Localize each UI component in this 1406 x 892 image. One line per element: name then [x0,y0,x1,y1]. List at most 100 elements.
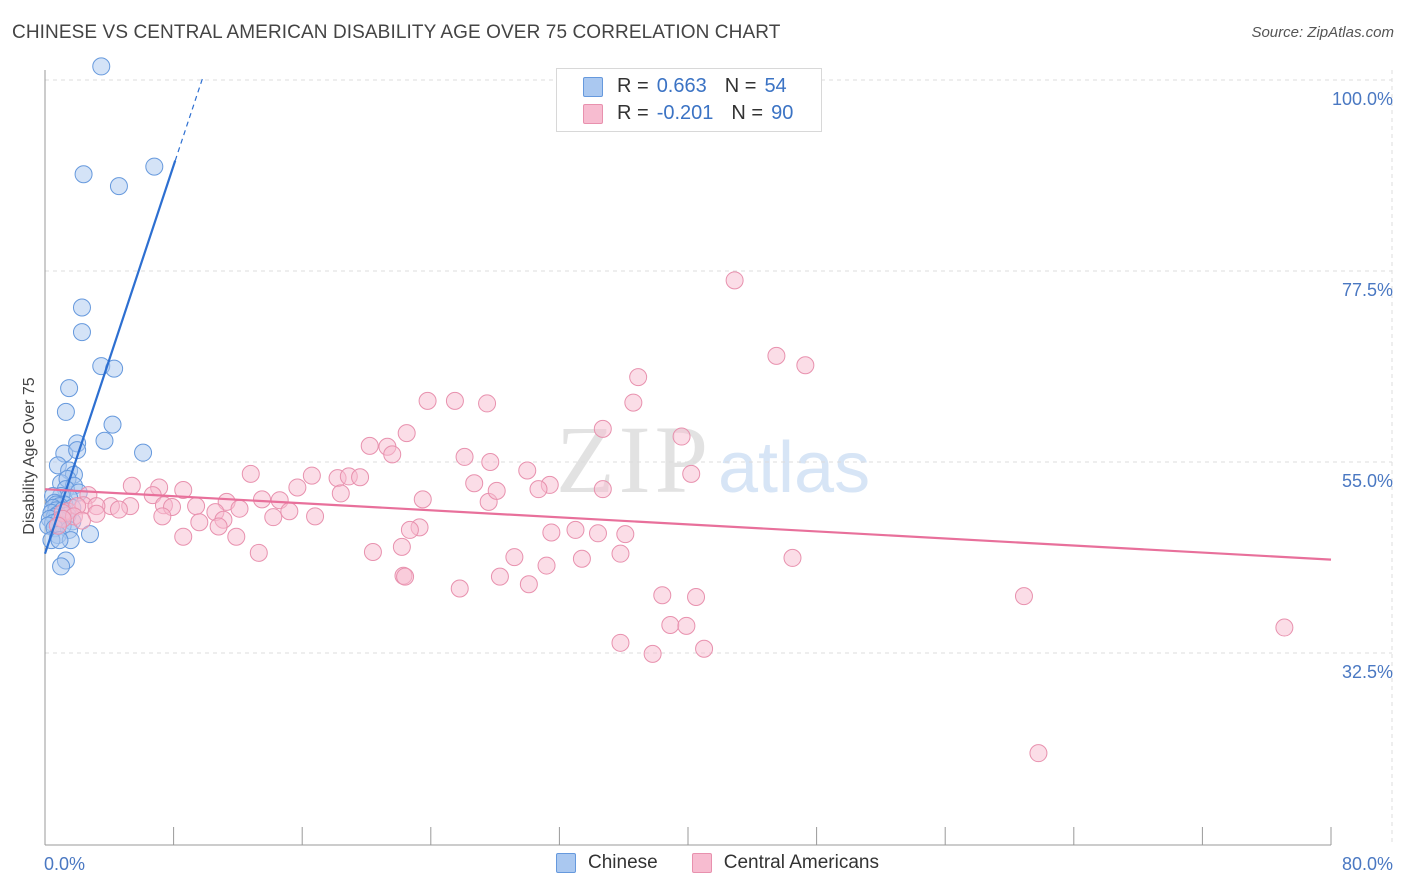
chinese-point-11 [95,431,114,450]
legend-row-chinese: R = 0.663 N = 54 [583,75,787,98]
central-americans-point-60 [264,508,283,527]
chinese-point-8 [60,379,79,398]
legend-item-central-americans[interactable]: Central Americans [691,852,879,874]
series-legend: Chinese Central Americans [556,852,913,874]
r-label: R = [617,102,649,124]
n-value-chinese: 54 [764,75,787,97]
central-americans-point-74 [249,543,268,562]
central-americans-point-3 [629,368,648,387]
y-tick-label-3: 100.0% [1332,89,1393,109]
central-americans-trend-line [44,488,1332,561]
central-americans-point-92 [611,633,630,652]
central-americans-point-38 [413,490,432,509]
central-americans-point-35 [253,490,272,509]
central-americans-point-84 [490,567,509,586]
central-americans-point-39 [230,499,249,518]
axes [44,70,1332,846]
legend-row-central-americans: R = -0.201 N = 90 [583,102,793,125]
central-americans-point-19 [302,466,321,485]
central-americans-point-72 [392,537,411,556]
chinese-point-9 [56,402,75,421]
legend-item-chinese[interactable]: Chinese [556,852,658,874]
central-americans-point-6 [445,391,464,410]
central-americans-point-33 [487,481,506,500]
central-americans-point-53 [87,504,106,523]
central-americans-point-66 [400,520,419,539]
chart-title: CHINESE VS CENTRAL AMERICAN DISABILITY A… [12,22,781,43]
chinese-trend-extension [174,78,204,161]
central-americans-point-2 [796,356,815,375]
central-americans-point-68 [174,527,193,546]
central-americans-point-58 [153,507,172,526]
central-americans-point-11 [360,436,379,455]
central-americans-point-75 [542,523,561,542]
central-americans-point-22 [351,468,370,487]
central-americans-point-79 [537,556,556,575]
central-americans-point-17 [682,464,701,483]
central-americans-point-25 [593,480,612,499]
chinese-point-2 [109,177,128,196]
central-americans-legend-swatch [691,853,712,873]
central-americans-point-27 [174,481,193,500]
central-americans-point-77 [505,548,524,567]
chinese-point-3 [145,157,164,176]
central-americans-swatch [583,103,603,124]
chinese-trend-line [43,160,177,555]
central-americans-point-14 [455,447,474,466]
central-americans-point-23 [465,474,484,493]
central-americans-point-18 [241,464,260,483]
central-americans-point-85 [450,579,469,598]
watermark: ZIP atlas [556,406,870,513]
central-americans-point-67 [227,527,246,546]
central-americans-point-16 [518,461,537,480]
chinese-point-12 [134,443,153,462]
central-americans-point-63 [190,513,209,532]
y-tick-label-2: 77.5% [1342,280,1393,300]
central-americans-point-59 [280,502,299,521]
central-americans-point-55 [72,511,91,530]
central-americans-point-73 [363,542,382,561]
r-value-central-americans: -0.201 [656,102,714,124]
central-americans-point-8 [593,419,612,438]
watermark-zip: ZIP [556,406,712,513]
central-americans-point-52 [187,497,206,516]
n-value-central-americans: 90 [771,102,794,124]
central-americans-point-80 [572,549,591,568]
legend-label-central-americans: Central Americans [723,852,879,873]
chinese-legend-swatch [556,853,576,873]
central-americans-point-95 [1029,744,1048,763]
central-americans-point-9 [397,424,416,443]
r-value-chinese: 0.663 [656,75,707,97]
central-americans-point-89 [1275,618,1294,637]
central-americans-point-57 [109,500,128,519]
central-americans-point-71 [616,525,635,544]
n-label: N = [731,102,764,124]
chinese-point-1 [74,165,93,184]
central-americans-point-0 [725,271,744,290]
central-americans-point-10 [672,427,691,446]
central-americans-point-91 [677,616,696,635]
central-americans-point-87 [687,587,706,606]
central-americans-point-86 [653,586,672,605]
y-tick-label-0: 32.5% [1342,662,1393,682]
y-axis-label: Disability Age Over 75 [21,377,38,535]
source-label: Source: ZipAtlas.com [1251,24,1394,41]
central-americans-point-34 [331,484,350,503]
central-americans-point-93 [643,644,662,663]
central-americans-point-83 [396,567,415,586]
central-americans-point-1 [767,346,786,365]
central-americans-point-5 [418,391,437,410]
central-americans-point-32 [529,480,548,499]
r-label: R = [617,75,649,97]
central-americans-point-64 [209,517,228,536]
y-tick-label-1: 55.0% [1342,471,1393,491]
central-americans-point-29 [122,476,141,495]
x-tick-label-max: 80.0% [1342,854,1393,874]
watermark-atlas: atlas [718,428,870,508]
chinese-point-4 [72,298,91,317]
central-americans-point-90 [661,615,680,634]
chinese-point-10 [103,415,122,434]
tick-labels: 32.5% 55.0% 77.5% 100.0% 0.0% 80.0% [44,89,1393,874]
trend-lines [43,78,1332,561]
